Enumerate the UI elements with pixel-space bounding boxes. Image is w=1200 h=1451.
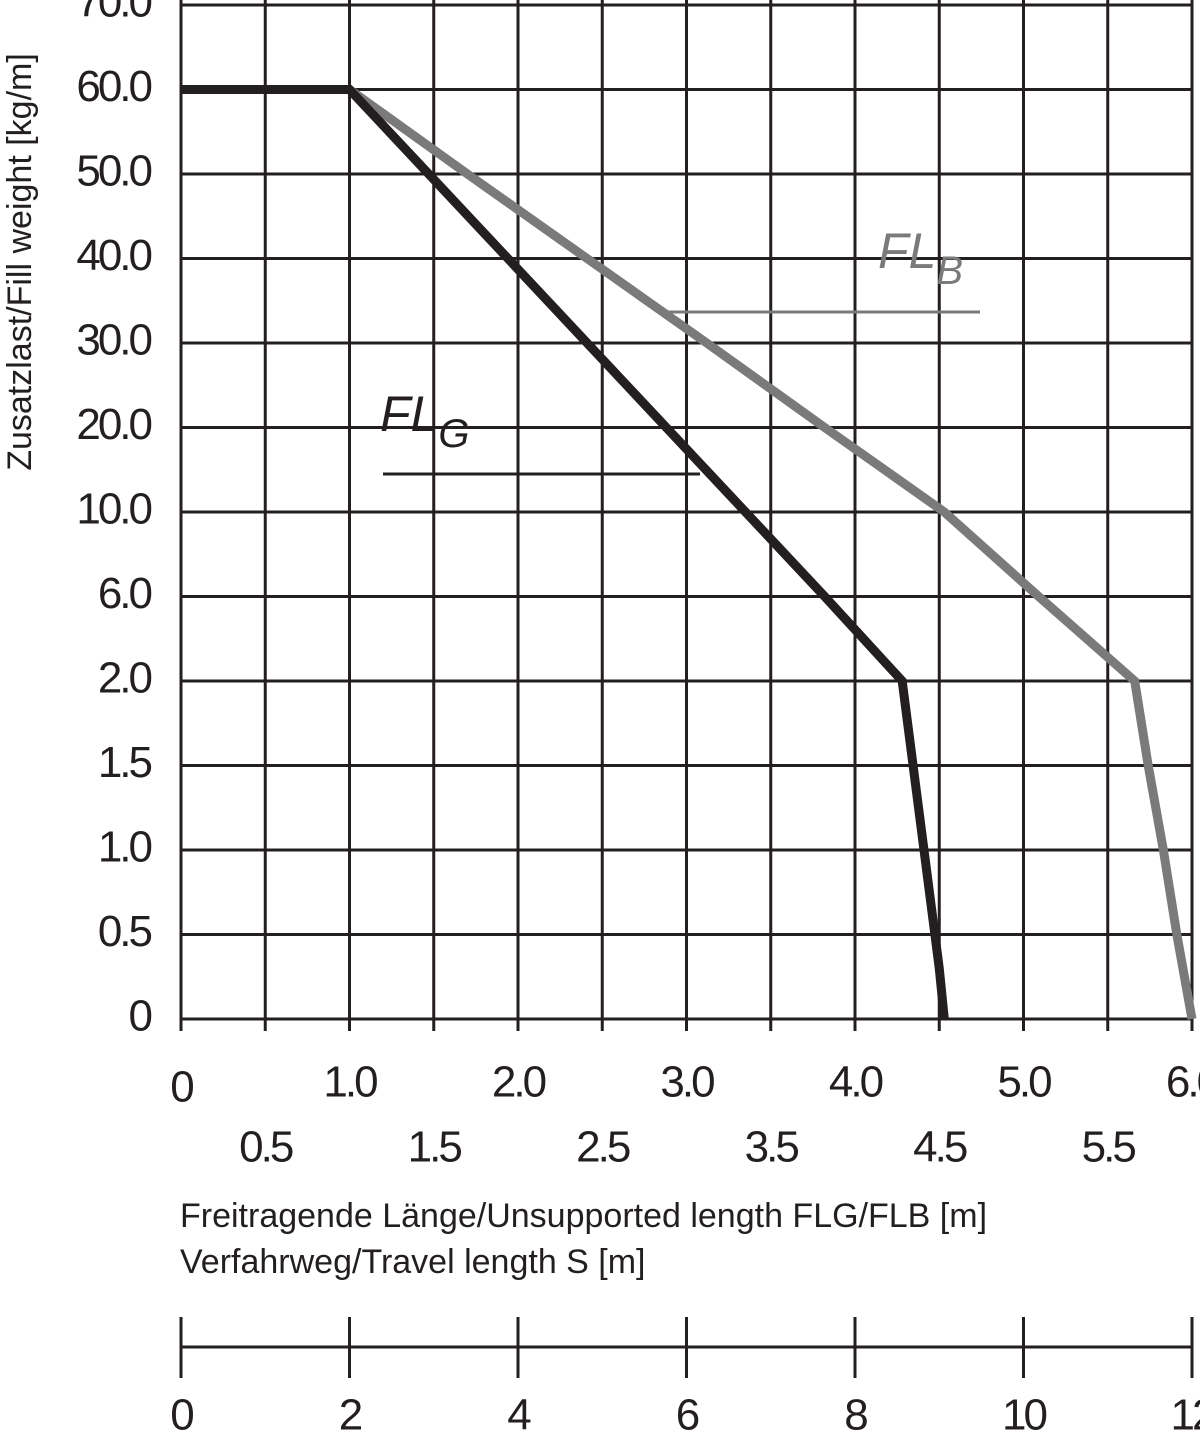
x-tick-label: 5.0 — [997, 1058, 1051, 1107]
y-tick-label: 6.0 — [98, 569, 152, 618]
series-label-sub: G — [438, 412, 469, 456]
x2-tick-label: 6 — [676, 1391, 699, 1440]
x2-tick-label: 10 — [1002, 1391, 1046, 1440]
x2-tick-label: 8 — [844, 1391, 867, 1440]
y-tick-label: 0 — [129, 992, 152, 1041]
series-label: FLBFLB — [878, 223, 963, 292]
x-axis-label: Freitragende Länge/Unsupported length FL… — [180, 1197, 987, 1235]
y-tick-label: 50.0 — [76, 147, 151, 196]
y-tick-label: 30.0 — [76, 316, 151, 365]
series-line — [181, 85, 949, 1020]
y-tick-label: 1.0 — [98, 823, 152, 872]
x-tick-label: 4.0 — [829, 1058, 883, 1107]
series-label-sub: B — [936, 249, 963, 293]
series-label-main: FL — [380, 386, 438, 442]
x-tick-label: 5.5 — [1082, 1123, 1136, 1172]
x2-tick-label: 12 — [1171, 1391, 1200, 1440]
series-line — [181, 85, 1197, 1020]
x-tick-label: 0 — [170, 1063, 193, 1112]
y-tick-label: 40.0 — [76, 231, 151, 280]
x-tick-label: 3.5 — [745, 1123, 799, 1172]
x-tick-label: 6.0 — [1166, 1058, 1200, 1107]
x-tick-label: 3.0 — [660, 1058, 714, 1107]
x-tick-label: 2.0 — [492, 1058, 546, 1107]
y-tick-label: 1.5 — [98, 738, 152, 787]
y-tick-label: 60.0 — [76, 62, 151, 111]
y-tick-label: 70.0 — [76, 0, 151, 27]
y-tick-label: 20.0 — [76, 400, 151, 449]
x2-tick-label: 4 — [507, 1391, 531, 1440]
x-tick-label: 0.5 — [239, 1123, 293, 1172]
x-tick-label: 2.5 — [576, 1123, 630, 1172]
x-tick-label: 1.0 — [323, 1058, 377, 1107]
series-label-main: FL — [878, 223, 936, 279]
y-axis-label: Zusatzlast/Fill weight [kg/m] — [1, 53, 39, 471]
x2-tick-label: 0 — [170, 1391, 193, 1440]
y-tick-label: 0.5 — [98, 907, 152, 956]
y-tick-label: 10.0 — [76, 485, 151, 534]
x-tick-label: 1.5 — [408, 1123, 462, 1172]
x2-tick-label: 2 — [339, 1391, 362, 1440]
x-tick-label: 4.5 — [913, 1123, 967, 1172]
x2-axis-label: Verfahrweg/Travel length S [m] — [180, 1243, 646, 1281]
y-tick-label: 2.0 — [98, 654, 152, 703]
series-label: FLGFLG — [380, 386, 469, 455]
